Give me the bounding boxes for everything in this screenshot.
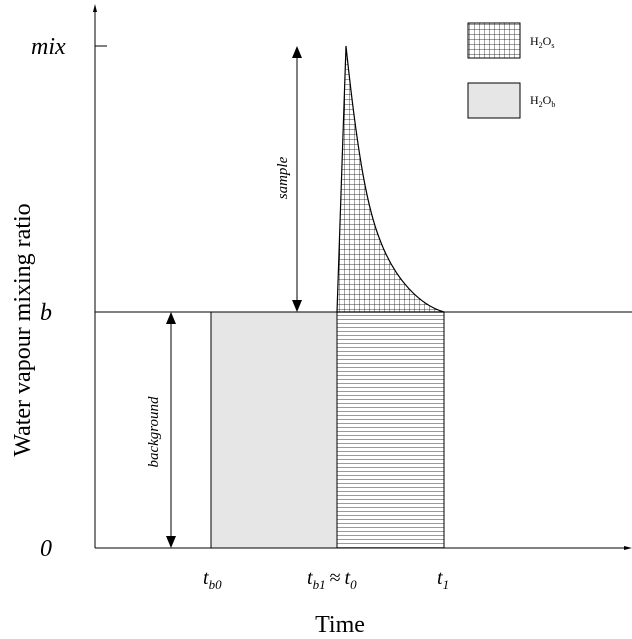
- sample-arrow-head-bottom: [292, 300, 302, 312]
- x-axis-label: Time: [315, 612, 365, 638]
- x-tick-label-tb0: tb0: [203, 567, 222, 592]
- legend-swatch-sample: [467, 22, 521, 59]
- sample-arrow-head-top: [292, 46, 302, 58]
- legend-label-background: H2Ob: [530, 93, 555, 109]
- x-tick-label-t1: t1: [437, 567, 449, 592]
- y-tick-label-0: 0: [40, 536, 52, 562]
- background-arrow-head-top: [166, 312, 176, 324]
- x-axis-arrow: [624, 546, 632, 550]
- y-tick-label-b: b: [40, 300, 52, 326]
- x-tick-label-tb1-t0: tb1 ≈ t0: [307, 567, 357, 592]
- background-label: background: [146, 396, 162, 468]
- background-arrow-head-bottom: [166, 536, 176, 548]
- sample-peak-region: [336, 45, 445, 313]
- legend: H2Os H2Ob: [467, 22, 555, 119]
- sample-label: sample: [275, 156, 291, 199]
- y-axis-label: Water vapour mixing ratio: [10, 203, 36, 456]
- background-region: [210, 311, 338, 549]
- legend-label-sample: H2Os: [530, 34, 554, 50]
- hatched-region: [336, 311, 445, 549]
- legend-swatch-background: [467, 82, 521, 119]
- y-axis-arrow: [93, 4, 97, 12]
- y-tick-label-mix: mix: [31, 34, 66, 60]
